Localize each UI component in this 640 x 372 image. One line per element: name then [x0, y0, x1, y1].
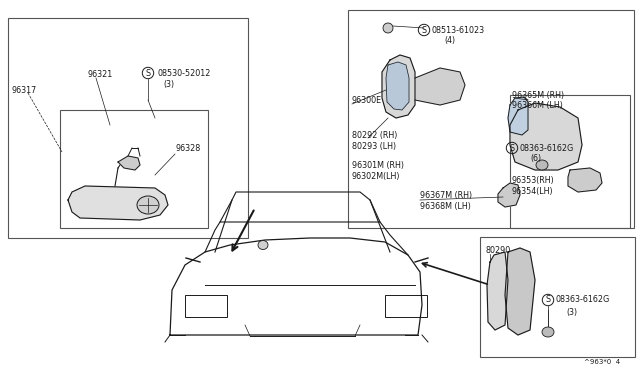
Text: 08513-61023: 08513-61023 [432, 26, 485, 35]
Polygon shape [505, 248, 535, 335]
Text: 80292 (RH): 80292 (RH) [352, 131, 397, 140]
Polygon shape [386, 62, 409, 110]
Text: S: S [545, 295, 550, 305]
Polygon shape [498, 183, 520, 207]
Text: 08530-52012: 08530-52012 [157, 68, 211, 77]
Bar [510, 95, 630, 228]
Text: 80293 (LH): 80293 (LH) [352, 141, 396, 151]
Text: 96328: 96328 [175, 144, 200, 153]
Polygon shape [508, 97, 528, 135]
Text: 96302M(LH): 96302M(LH) [352, 171, 401, 180]
Bar [480, 237, 635, 357]
Text: 08363-6162G: 08363-6162G [520, 144, 574, 153]
Bar [8, 18, 248, 238]
Bar [385, 295, 427, 317]
Text: (6): (6) [530, 154, 541, 163]
Ellipse shape [137, 196, 159, 214]
Ellipse shape [542, 327, 554, 337]
Text: (4): (4) [444, 35, 455, 45]
Text: 96366M (LH): 96366M (LH) [512, 100, 563, 109]
Ellipse shape [383, 23, 393, 33]
Text: 08363-6162G: 08363-6162G [556, 295, 611, 305]
Text: 96367M (RH): 96367M (RH) [420, 190, 472, 199]
Text: 96353(RH): 96353(RH) [512, 176, 555, 185]
Bar [60, 110, 208, 228]
Text: 96300E: 96300E [352, 96, 382, 105]
Ellipse shape [536, 160, 548, 170]
Text: 80290: 80290 [486, 246, 511, 254]
Polygon shape [510, 103, 582, 170]
Polygon shape [415, 68, 465, 105]
Text: 96354(LH): 96354(LH) [512, 186, 554, 196]
Polygon shape [68, 186, 168, 220]
Text: (3): (3) [163, 80, 174, 89]
Text: 96301M (RH): 96301M (RH) [352, 160, 404, 170]
Text: 96365M (RH): 96365M (RH) [512, 90, 564, 99]
Bar [348, 10, 634, 228]
Polygon shape [487, 252, 508, 330]
Text: S: S [509, 144, 515, 153]
Text: 96317: 96317 [12, 86, 37, 94]
Bar [185, 295, 227, 317]
Text: 96321: 96321 [88, 70, 113, 78]
Text: ^963*0  4: ^963*0 4 [584, 359, 620, 365]
Polygon shape [382, 55, 415, 118]
Ellipse shape [258, 241, 268, 250]
Text: S: S [145, 68, 150, 77]
Text: S: S [421, 26, 427, 35]
Polygon shape [118, 156, 140, 170]
Text: (3): (3) [566, 308, 577, 317]
Polygon shape [568, 168, 602, 192]
Text: 96368M (LH): 96368M (LH) [420, 202, 471, 211]
